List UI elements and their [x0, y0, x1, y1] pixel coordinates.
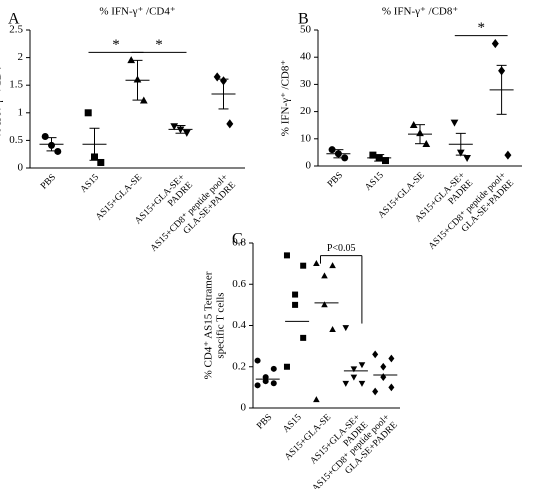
point [422, 140, 431, 148]
y-tick-label: 0 [18, 162, 24, 174]
y-tick-label: 10 [300, 132, 312, 144]
y-tick-label: 0.5 [9, 134, 23, 146]
point [313, 260, 320, 267]
point [450, 119, 459, 127]
point [292, 291, 299, 298]
y-axis-label: % IFN-γ⁺ /CD4⁺ [0, 61, 4, 138]
point [382, 157, 389, 165]
point [380, 362, 387, 371]
x-tick-label-group: PBS [39, 173, 58, 192]
point [254, 382, 261, 389]
point [321, 301, 328, 308]
annotation: * [477, 20, 485, 36]
point [388, 383, 395, 392]
y-tick-label: 30 [300, 78, 312, 90]
x-tick-label-group: PBS [255, 413, 274, 432]
point [341, 154, 349, 162]
y-tick-label: 0.6 [232, 278, 246, 290]
point [283, 363, 290, 370]
point [342, 380, 350, 387]
point [321, 272, 328, 279]
y-axis-label: % CD4⁺ AS15 Tetramer [203, 271, 215, 379]
x-tick-label: PBS [39, 173, 58, 192]
point [350, 374, 358, 381]
annotation: * [155, 37, 163, 53]
y-axis-label: % IFN-γ⁺ /CD8⁺ [280, 60, 292, 137]
point [300, 262, 307, 269]
x-tick-label: AS15 [363, 170, 386, 193]
point [283, 252, 290, 259]
point [270, 380, 277, 387]
point [182, 129, 191, 137]
point [41, 133, 49, 141]
point [213, 72, 221, 82]
x-tick-label-group: AS15 [79, 172, 102, 195]
point [388, 354, 395, 363]
point [491, 39, 499, 49]
point [97, 158, 105, 166]
point [350, 366, 358, 373]
annotation: P<0.05 [327, 243, 356, 254]
chart-title: % IFN-γ⁺ /CD4⁺ [99, 6, 176, 18]
y-tick-label: 0.8 [232, 237, 246, 249]
x-tick-label: AS15 [281, 412, 304, 435]
x-tick-label-group: PBS [326, 171, 345, 190]
y-tick-label: 50 [300, 24, 312, 36]
point [329, 262, 336, 269]
x-tick-label: PBS [326, 171, 345, 190]
point [270, 365, 277, 372]
point [262, 378, 269, 385]
point [127, 56, 136, 64]
chart-title: % IFN-γ⁺ /CD8⁺ [382, 6, 459, 18]
point [54, 147, 62, 155]
point [262, 374, 269, 381]
point [329, 326, 336, 333]
y-tick-label: 1.5 [9, 79, 23, 91]
point [328, 146, 336, 154]
x-tick-label-group: AS15 [363, 170, 386, 193]
x-tick-label-group: AS15+CD8⁺ peptide pool+GLA-SE+PADRE [149, 173, 238, 254]
y-tick-label: 2.5 [9, 24, 23, 36]
y-tick-label: 0.4 [232, 319, 246, 331]
point [313, 396, 320, 403]
point [342, 325, 350, 332]
y-tick-label: 2 [18, 51, 24, 63]
y-tick-label: 0 [306, 160, 312, 172]
point [372, 350, 379, 359]
point [463, 155, 471, 163]
point [292, 301, 299, 308]
point [300, 334, 307, 341]
point [369, 151, 377, 159]
point [139, 96, 148, 104]
point [358, 362, 366, 369]
point [226, 119, 234, 129]
y-tick-label: 20 [300, 105, 312, 117]
panel-label: B [298, 11, 309, 28]
point [380, 373, 387, 381]
y-axis-label: specific T cells [215, 292, 227, 358]
x-tick-label: AS15 [79, 172, 102, 195]
annotation: * [112, 37, 120, 53]
x-tick-label: PBS [255, 413, 274, 432]
y-tick-label: 1 [18, 106, 24, 118]
point [84, 109, 92, 117]
point [504, 150, 512, 160]
point [409, 121, 418, 128]
point [358, 380, 366, 387]
point [254, 357, 261, 364]
y-tick-label: 0 [241, 402, 247, 414]
y-tick-label: 40 [300, 51, 312, 63]
panel-label: A [8, 11, 20, 28]
y-tick-label: 0.2 [232, 360, 246, 372]
point [372, 387, 379, 396]
x-tick-label-group: AS15 [281, 412, 304, 435]
panel-label: C [232, 231, 243, 248]
